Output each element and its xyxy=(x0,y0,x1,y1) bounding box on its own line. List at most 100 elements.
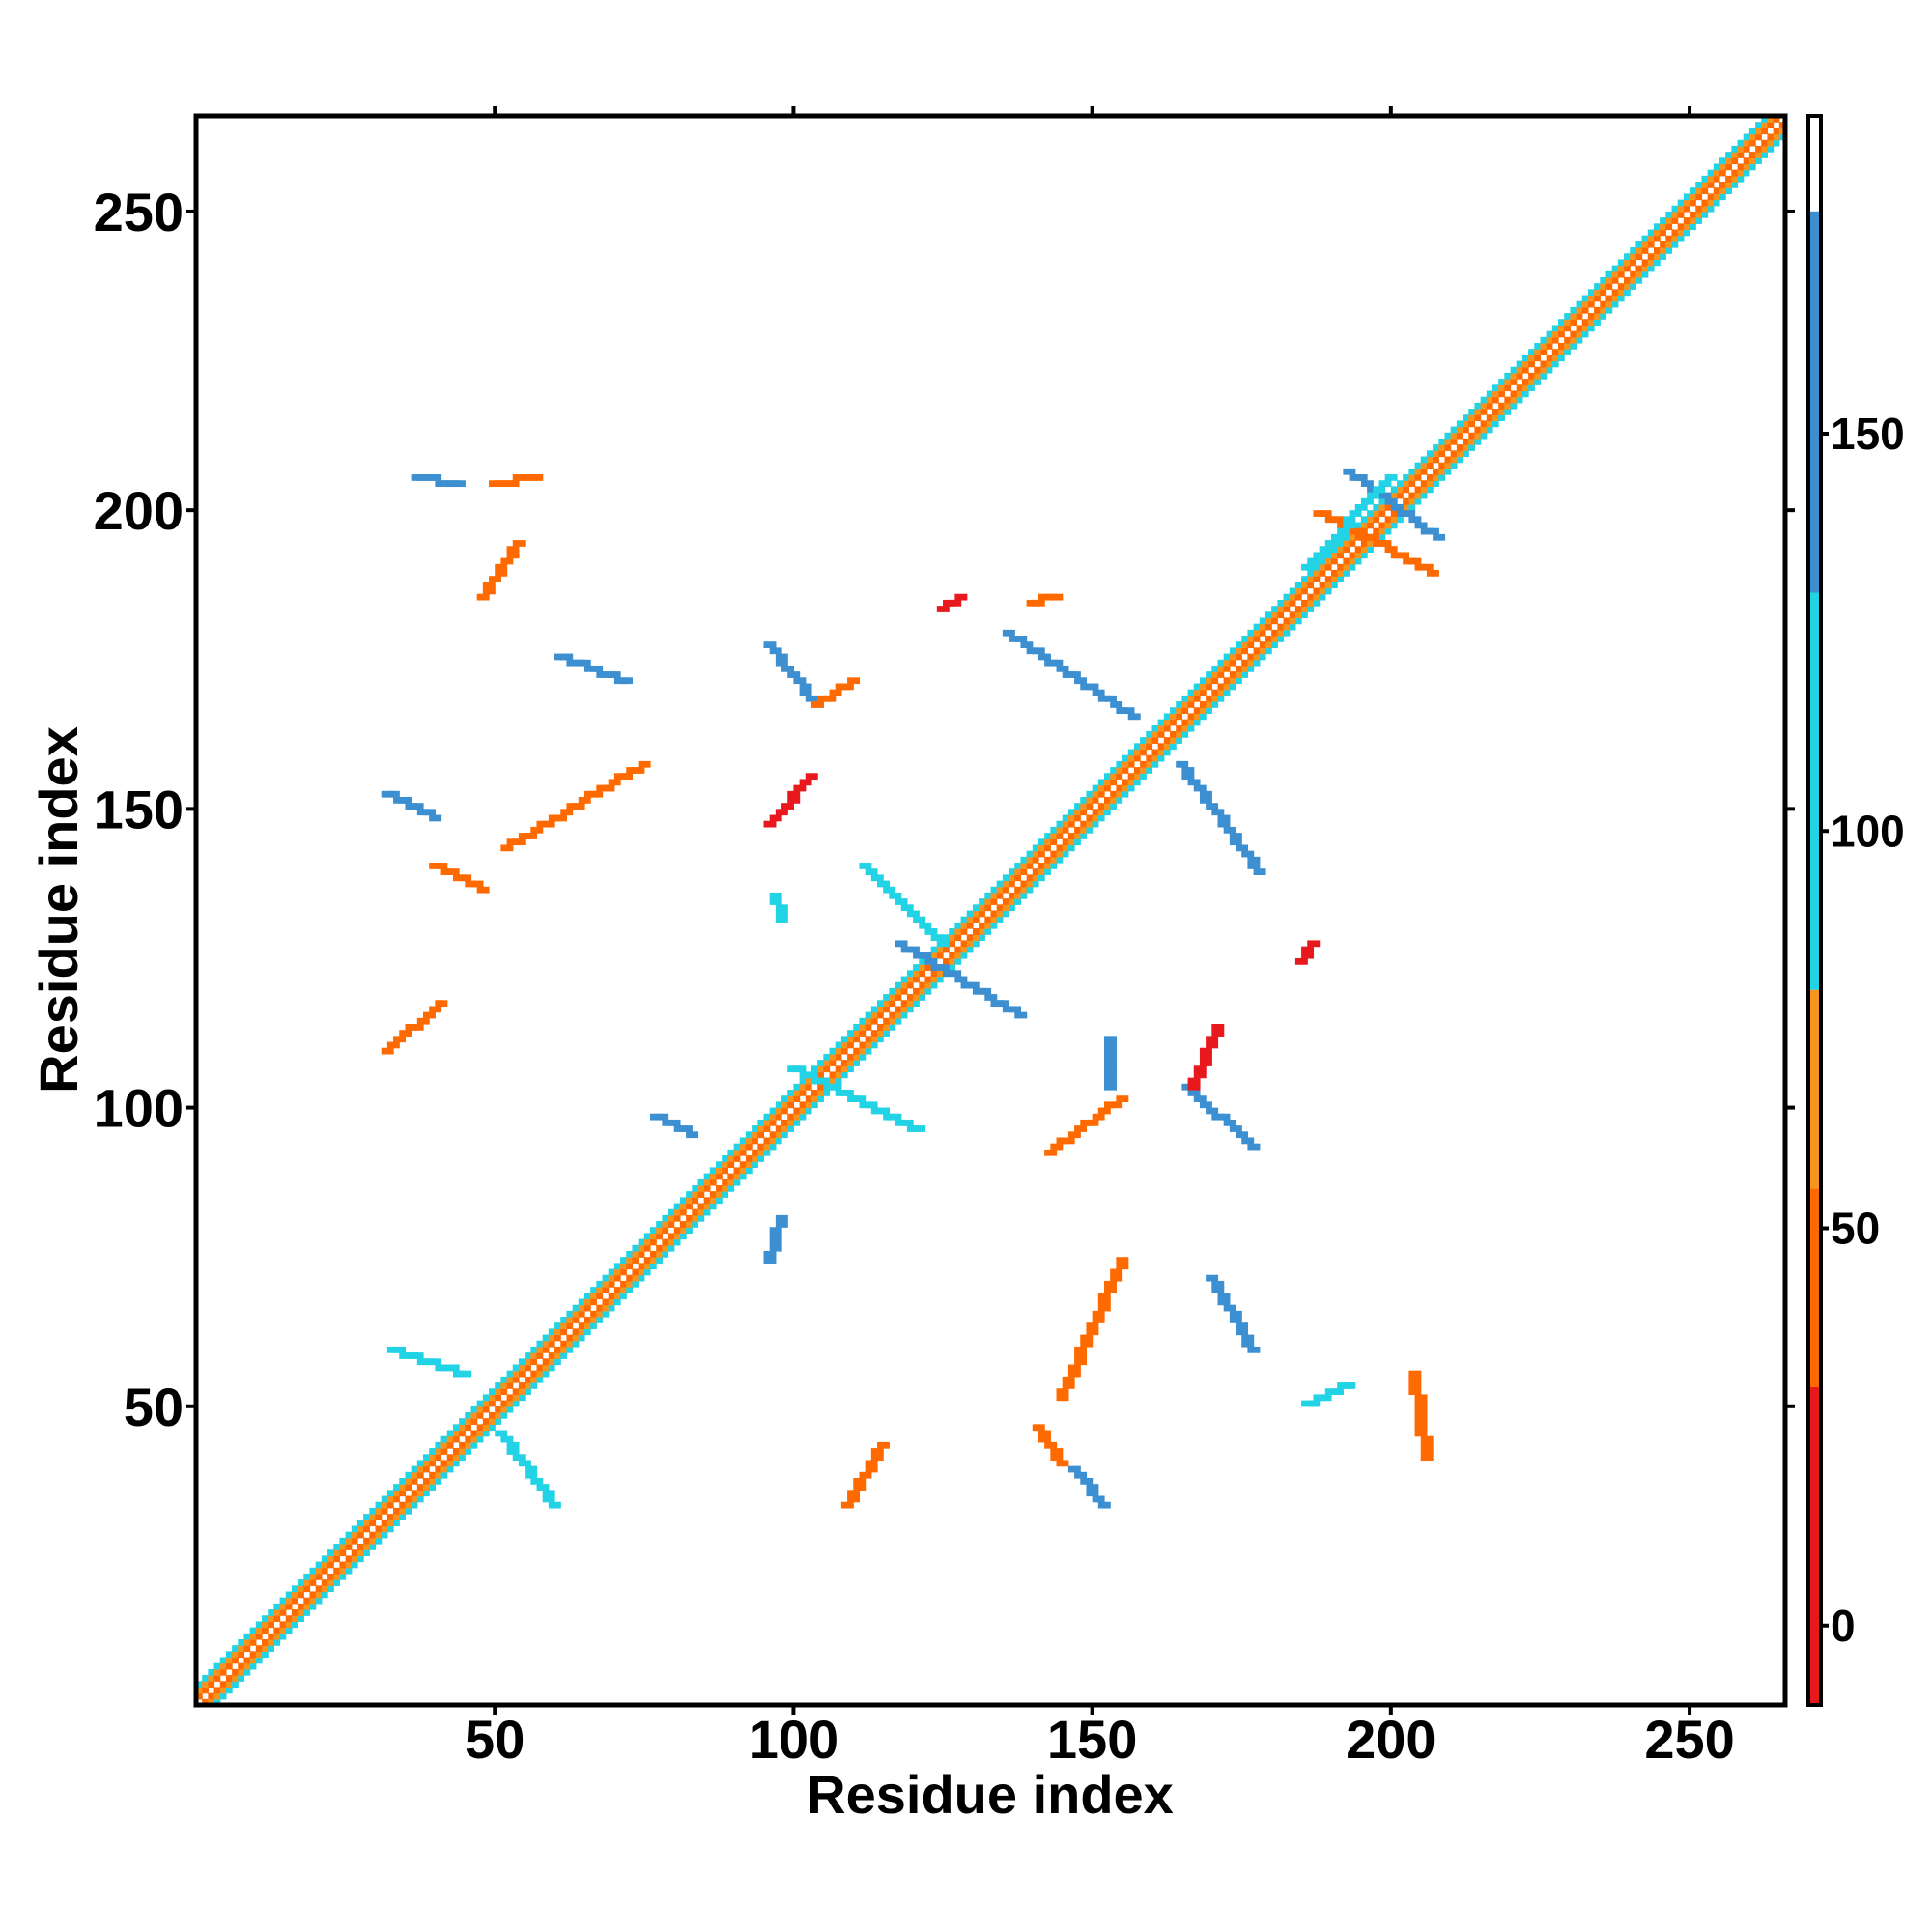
diagonal-cell xyxy=(840,1047,848,1055)
contact-cell xyxy=(1104,1287,1111,1293)
diagonal-cell xyxy=(727,1179,735,1186)
diagonal-cell xyxy=(840,1041,848,1049)
contact-cell xyxy=(1193,1095,1201,1102)
contact-cell xyxy=(542,1490,550,1497)
diagonal-cell xyxy=(847,1030,854,1037)
diagonal-cell xyxy=(1187,724,1195,732)
diagonal-cell xyxy=(1277,606,1285,612)
contact-cell xyxy=(686,1125,693,1132)
contact-cell xyxy=(1044,1441,1051,1449)
contact-cell xyxy=(1206,1041,1212,1049)
diagonal-cell xyxy=(219,1668,227,1676)
diagonal-cell xyxy=(405,1478,412,1485)
diagonal-cell xyxy=(339,1561,347,1569)
diagonal-cell xyxy=(1390,492,1398,499)
contact-cell xyxy=(542,1495,550,1503)
contact-cell xyxy=(411,803,418,810)
contact-cell xyxy=(1373,533,1380,541)
diagonal-cell xyxy=(673,1208,681,1216)
diagonal-cell xyxy=(1337,552,1344,559)
contact-cell xyxy=(1217,814,1225,822)
diagonal-cell xyxy=(1337,540,1344,547)
diagonal-cell xyxy=(291,1585,298,1593)
diagonal-cell xyxy=(889,987,896,995)
diagonal-cell xyxy=(381,1501,388,1509)
diagonal-cell xyxy=(823,1090,831,1096)
contact-cell xyxy=(1104,1036,1111,1043)
diagonal-cell xyxy=(1743,133,1750,141)
diagonal-cell xyxy=(381,1525,388,1533)
diagonal-cell xyxy=(327,1585,334,1593)
diagonal-cell xyxy=(1641,241,1649,248)
diagonal-cell xyxy=(865,1047,872,1055)
diagonal-cell xyxy=(1456,432,1463,440)
diagonal-cell xyxy=(1187,719,1195,726)
diagonal-cell xyxy=(757,1143,765,1151)
contact-cell xyxy=(1067,1376,1075,1383)
diagonal-cell xyxy=(835,1041,842,1049)
diagonal-cell xyxy=(476,1435,484,1443)
diagonal-cell xyxy=(1755,133,1762,141)
diagonal-cell xyxy=(1264,636,1272,642)
contact-cell xyxy=(805,773,812,781)
diagonal-cell xyxy=(859,1053,867,1061)
diagonal-cell xyxy=(870,1041,878,1049)
contact-cell xyxy=(895,1113,902,1121)
diagonal-cell xyxy=(877,1000,884,1008)
diagonal-cell xyxy=(1558,319,1565,327)
diagonal-cell xyxy=(1146,767,1153,774)
contact-cell xyxy=(870,1454,878,1462)
diagonal-cell xyxy=(1170,719,1177,726)
diagonal-cell xyxy=(643,1238,651,1246)
diagonal-cell xyxy=(1463,426,1469,434)
contact-cell xyxy=(775,1238,782,1246)
diagonal-cell xyxy=(1032,874,1039,882)
diagonal-cell xyxy=(859,1047,867,1055)
diagonal-cell xyxy=(273,1633,281,1640)
contact-cell xyxy=(1080,1478,1088,1485)
diagonal-cell xyxy=(1206,671,1212,678)
diagonal-cell xyxy=(799,1090,807,1096)
contact-cell xyxy=(1086,1328,1094,1336)
diagonal-cell xyxy=(900,1006,908,1013)
diagonal-cell xyxy=(500,1406,508,1413)
diagonal-cell xyxy=(1217,665,1225,672)
contact-cell xyxy=(542,1484,550,1491)
diagonal-cell xyxy=(1748,157,1756,165)
diagonal-cell xyxy=(470,1441,478,1449)
diagonal-cell xyxy=(1026,850,1034,858)
diagonal-cell xyxy=(643,1244,651,1252)
contact-cell xyxy=(500,557,508,565)
diagonal-cell xyxy=(1671,241,1679,248)
diagonal-cell xyxy=(1444,432,1452,440)
contact-cell xyxy=(913,910,920,918)
diagonal-cell xyxy=(1594,313,1601,320)
diagonal-cell xyxy=(1486,420,1493,428)
diagonal-cell xyxy=(1097,784,1105,792)
diagonal-cell xyxy=(566,1340,574,1348)
diagonal-cell xyxy=(1037,844,1045,852)
contact-cell xyxy=(416,474,424,481)
diagonal-cell xyxy=(1229,683,1236,691)
diagonal-cell xyxy=(369,1537,377,1545)
diagonal-cell xyxy=(583,1304,591,1312)
contact-cell xyxy=(1080,1471,1088,1479)
contact-cell xyxy=(405,1024,412,1031)
contact-cell xyxy=(1420,563,1428,571)
contact-cell xyxy=(1104,1304,1111,1312)
x-tick-label: 200 xyxy=(1346,1709,1435,1770)
contact-cell xyxy=(518,1460,526,1467)
diagonal-cell xyxy=(1510,379,1518,385)
contact-cell xyxy=(1097,1107,1105,1115)
contact-cell xyxy=(805,1071,812,1079)
contact-cell xyxy=(1199,1101,1207,1109)
contact-cell xyxy=(1116,707,1123,715)
diagonal-cell xyxy=(877,1036,884,1043)
diagonal-cell xyxy=(429,1478,436,1485)
diagonal-cell xyxy=(1056,820,1064,828)
diagonal-cell xyxy=(1086,797,1094,804)
contact-cell xyxy=(506,1441,514,1449)
diagonal-cell xyxy=(476,1411,484,1419)
contact-cell xyxy=(512,552,520,559)
contact-cell xyxy=(512,1441,520,1449)
